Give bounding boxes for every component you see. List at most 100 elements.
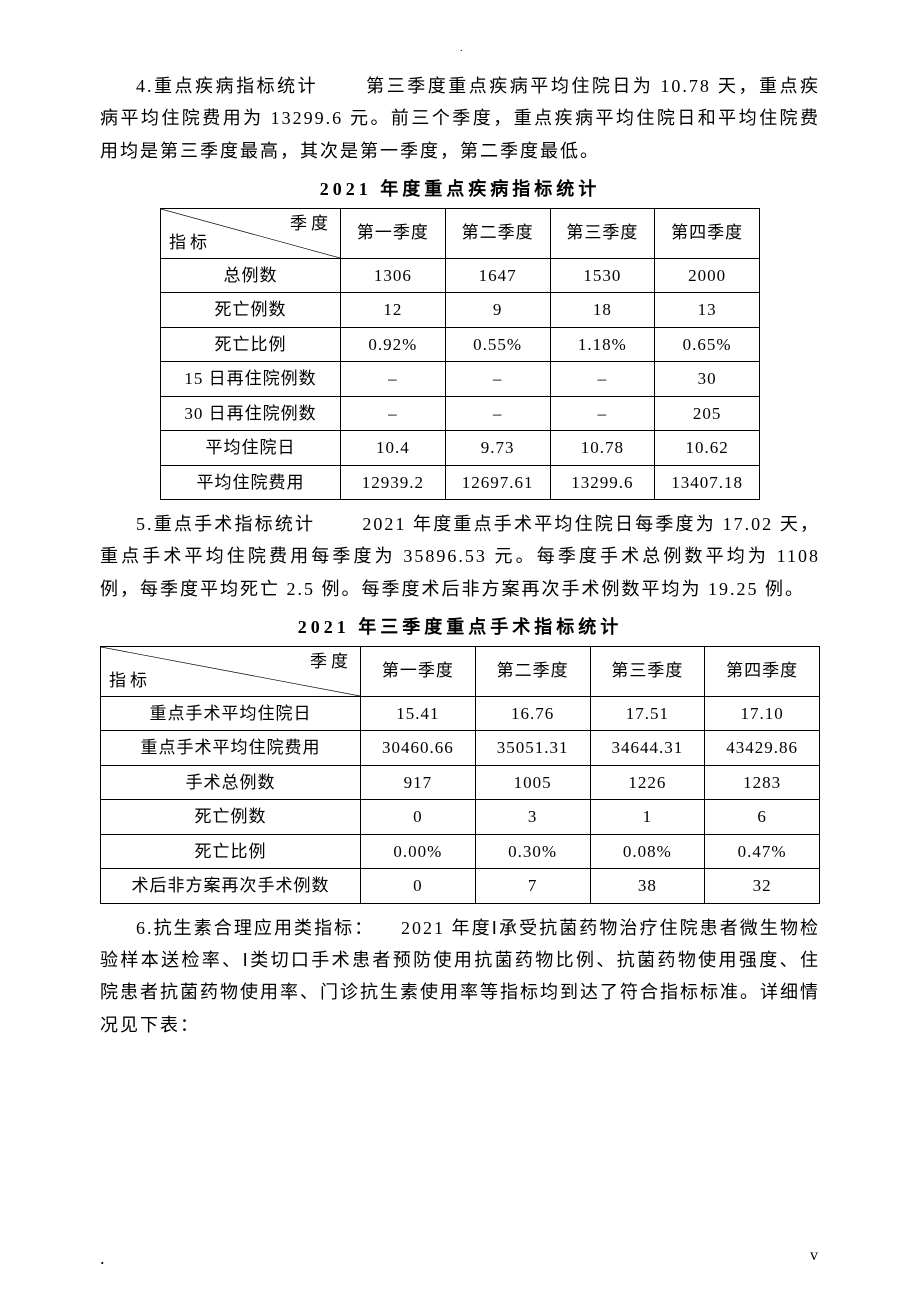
paragraph-6: 6.抗生素合理应用类指标： 2021 年度Ⅰ承受抗菌药物治疗住院患者微生物检验样… [100,912,820,1042]
cell: 12697.61 [445,465,550,500]
cell: 1 [590,800,705,835]
cell: 0.00% [361,834,476,869]
table-row: 30 日再住院例数 – – – 205 [161,396,760,431]
cell: 6 [705,800,820,835]
cell: 30460.66 [361,731,476,766]
cell: 1005 [475,765,590,800]
cell: – [550,396,655,431]
table-surgery-indicators: 季度 指标 第一季度 第二季度 第三季度 第四季度 重点手术平均住院日 15.4… [100,646,820,904]
col-header: 第一季度 [361,646,476,696]
row-label: 总例数 [161,258,341,293]
table-row: 死亡例数 0 3 1 6 [101,800,820,835]
cell: 917 [361,765,476,800]
cell: – [550,362,655,397]
footer-dot: . [100,1242,107,1274]
table-row: 死亡比例 0.92% 0.55% 1.18% 0.65% [161,327,760,362]
cell: 10.4 [341,431,446,466]
cell: 1283 [705,765,820,800]
table1-title: 2021 年度重点疾病指标统计 [100,173,820,205]
cell: 13 [655,293,760,328]
diag-label-top: 季度 [290,211,332,237]
table-disease-indicators: 季度 指标 第一季度 第二季度 第三季度 第四季度 总例数 1306 1647 … [160,208,760,501]
row-label: 平均住院日 [161,431,341,466]
cell: 30 [655,362,760,397]
cell: 17.51 [590,696,705,731]
row-label: 死亡例数 [161,293,341,328]
paragraph-5: 5.重点手术指标统计 2021 年度重点手术平均住院日每季度为 17.02 天，… [100,508,820,605]
cell: 9 [445,293,550,328]
cell: 1306 [341,258,446,293]
cell: 0.30% [475,834,590,869]
cell: – [341,396,446,431]
cell: 38 [590,869,705,904]
cell: – [445,362,550,397]
cell: 12939.2 [341,465,446,500]
cell: 1.18% [550,327,655,362]
cell: 12 [341,293,446,328]
row-label: 30 日再住院例数 [161,396,341,431]
cell: 1647 [445,258,550,293]
page-dot-top: . [460,40,465,58]
cell: 10.62 [655,431,760,466]
table-row: 手术总例数 917 1005 1226 1283 [101,765,820,800]
cell: 10.78 [550,431,655,466]
row-label: 平均住院费用 [161,465,341,500]
row-label: 重点手术平均住院日 [101,696,361,731]
diagonal-header-cell: 季度 指标 [101,646,361,696]
cell: 0 [361,800,476,835]
cell: 1530 [550,258,655,293]
col-header: 第三季度 [590,646,705,696]
table-row: 重点手术平均住院费用 30460.66 35051.31 34644.31 43… [101,731,820,766]
cell: 16.76 [475,696,590,731]
col-header: 第二季度 [445,208,550,258]
cell: 7 [475,869,590,904]
row-label: 重点手术平均住院费用 [101,731,361,766]
row-label: 手术总例数 [101,765,361,800]
section-5-title: 5.重点手术指标统计 [136,514,315,534]
cell: 43429.86 [705,731,820,766]
row-label: 15 日再住院例数 [161,362,341,397]
cell: 0.47% [705,834,820,869]
table-row: 总例数 1306 1647 1530 2000 [161,258,760,293]
footer-page-mark: v [810,1242,820,1271]
cell: 2000 [655,258,760,293]
cell: 1226 [590,765,705,800]
cell: 205 [655,396,760,431]
col-header: 第四季度 [705,646,820,696]
table2-title: 2021 年三季度重点手术指标统计 [100,611,820,643]
cell: 13407.18 [655,465,760,500]
table-row: 15 日再住院例数 – – – 30 [161,362,760,397]
table-row: 平均住院日 10.4 9.73 10.78 10.62 [161,431,760,466]
cell: 34644.31 [590,731,705,766]
table-row: 死亡比例 0.00% 0.30% 0.08% 0.47% [101,834,820,869]
col-header: 第二季度 [475,646,590,696]
cell: 0.92% [341,327,446,362]
col-header: 第四季度 [655,208,760,258]
cell: 9.73 [445,431,550,466]
cell: 0.08% [590,834,705,869]
table-row: 平均住院费用 12939.2 12697.61 13299.6 13407.18 [161,465,760,500]
col-header: 第三季度 [550,208,655,258]
cell: – [341,362,446,397]
cell: 0 [361,869,476,904]
table-row: 术后非方案再次手术例数 0 7 38 32 [101,869,820,904]
cell: 32 [705,869,820,904]
cell: 15.41 [361,696,476,731]
cell: – [445,396,550,431]
cell: 0.55% [445,327,550,362]
row-label: 死亡比例 [161,327,341,362]
diag-label-bottom: 指标 [169,230,211,256]
row-label: 术后非方案再次手术例数 [101,869,361,904]
cell: 17.10 [705,696,820,731]
cell: 3 [475,800,590,835]
diag-label-bottom: 指标 [109,668,151,694]
cell: 35051.31 [475,731,590,766]
diagonal-header-cell: 季度 指标 [161,208,341,258]
section-6-title: 6.抗生素合理应用类指标： [136,918,374,938]
table-row: 季度 指标 第一季度 第二季度 第三季度 第四季度 [101,646,820,696]
table-row: 重点手术平均住院日 15.41 16.76 17.51 17.10 [101,696,820,731]
diag-label-top: 季度 [310,649,352,675]
row-label: 死亡比例 [101,834,361,869]
table-row: 死亡例数 12 9 18 13 [161,293,760,328]
cell: 0.65% [655,327,760,362]
